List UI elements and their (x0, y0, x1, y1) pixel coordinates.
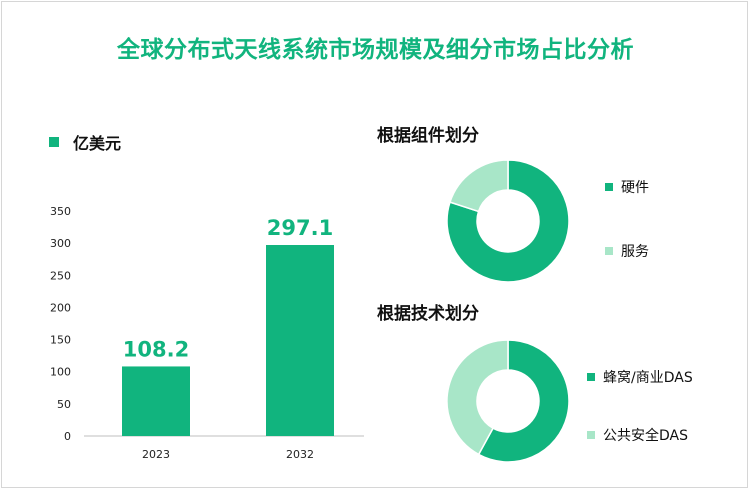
legend-swatch (587, 373, 595, 381)
legend-label: 公共安全DAS (603, 428, 688, 444)
y-tick-label: 100 (50, 366, 71, 379)
bar-legend: 亿美元 (49, 130, 121, 154)
y-tick-label: 350 (50, 205, 71, 218)
y-tick-label: 0 (64, 430, 71, 443)
donut-1-legend-0: 硬件 (605, 177, 649, 197)
bar (122, 366, 190, 436)
bar (266, 245, 334, 436)
donut-slice-0 (477, 339, 570, 463)
donut-slice-1 (449, 159, 509, 213)
legend-swatch (605, 183, 613, 191)
bar-data-label: 108.2 (123, 337, 189, 361)
donut-chart-component (446, 159, 570, 283)
legend-swatch (587, 431, 595, 439)
legend-label: 蜂窝/商业DAS (603, 370, 693, 386)
bar-data-label: 297.1 (267, 216, 333, 240)
legend-label: 硬件 (621, 180, 649, 196)
chart-title: 全球分布式天线系统市场规模及细分市场占比分析 (117, 37, 634, 63)
bar-legend-swatch (49, 137, 59, 147)
donut-2-legend-1: 公共安全DAS (587, 425, 688, 445)
y-tick-label: 300 (50, 237, 71, 250)
y-tick-label: 50 (57, 398, 71, 411)
donut-2-title: 根据技术划分 (377, 304, 479, 324)
donut-1-title: 根据组件划分 (377, 126, 479, 146)
donut-1-legend-1: 服务 (605, 241, 649, 261)
legend-swatch (605, 247, 613, 255)
y-tick-label: 250 (50, 269, 71, 282)
donut-2-legend-0: 蜂窝/商业DAS (587, 367, 693, 387)
donut-chart-technology (446, 339, 570, 463)
x-tick-label: 2023 (142, 448, 170, 461)
donut-slice-0 (446, 159, 570, 283)
y-tick-label: 150 (50, 334, 71, 347)
y-tick-label: 200 (50, 301, 71, 314)
donut-slice-1 (446, 339, 509, 456)
x-tick-label: 2032 (286, 448, 314, 461)
bar-legend-label: 亿美元 (73, 134, 122, 153)
legend-label: 服务 (621, 244, 649, 260)
